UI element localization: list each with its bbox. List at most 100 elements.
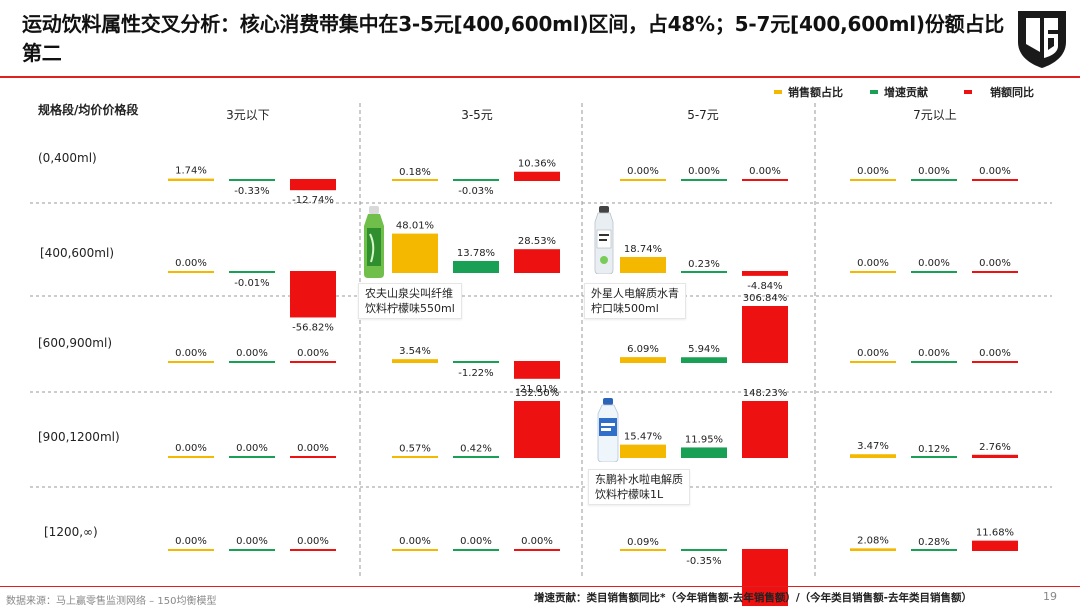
data-label: 0.00% xyxy=(688,166,720,177)
data-bar xyxy=(290,180,336,191)
page-number: 19 xyxy=(1043,590,1057,603)
data-label: 0.00% xyxy=(175,443,207,454)
data-bar xyxy=(742,272,788,276)
bar-baseline xyxy=(681,179,727,181)
column-header: 3-5元 xyxy=(461,108,493,122)
data-label: 0.00% xyxy=(979,348,1011,359)
data-bar xyxy=(290,272,336,318)
column-header: 5-7元 xyxy=(687,108,719,122)
data-label: 1.74% xyxy=(175,166,207,177)
bar-baseline xyxy=(911,179,957,181)
data-label: 0.00% xyxy=(979,166,1011,177)
data-bar xyxy=(514,362,560,379)
bar-baseline xyxy=(453,549,499,551)
data-label: 0.00% xyxy=(236,536,268,547)
data-label: 10.36% xyxy=(518,159,556,170)
data-label: -1.22% xyxy=(458,368,493,379)
callout-dongpeng: 东鹏补水啦电解质 饮料柠檬味1L xyxy=(588,469,690,505)
data-label: 306.84% xyxy=(743,293,788,304)
data-label: 0.09% xyxy=(627,537,659,548)
corner-label: 规格段/均价价格段 xyxy=(38,102,139,117)
data-label: 0.00% xyxy=(175,348,207,359)
title-divider xyxy=(0,76,1080,78)
legend-swatch-green xyxy=(870,90,878,94)
row-label: [600,900ml) xyxy=(38,336,112,350)
bar-baseline xyxy=(911,271,957,273)
dongpeng-bottle-image xyxy=(597,398,619,462)
row-label: [1200,∞) xyxy=(44,525,98,539)
data-label: 0.00% xyxy=(236,443,268,454)
data-bar xyxy=(742,550,788,606)
data-label: 2.76% xyxy=(979,442,1011,453)
data-label: 13.78% xyxy=(457,248,495,259)
data-bar xyxy=(681,357,727,362)
legend-swatch-yellow xyxy=(774,90,782,94)
brand-shield-logo-icon xyxy=(1018,11,1066,68)
data-bar xyxy=(620,357,666,362)
data-label: 3.47% xyxy=(857,441,889,452)
footnote-text: 增速贡献：类目销售额同比*（今年销售额-去年销售额）/（今年类目销售额-去年类目… xyxy=(534,592,973,604)
bar-baseline xyxy=(972,179,1018,181)
data-label: 6.09% xyxy=(627,344,659,355)
data-label: 3.54% xyxy=(399,346,431,357)
bar-baseline xyxy=(911,361,957,363)
data-source-text: 数据来源：马上赢零售监测网络 – 150均衡模型 xyxy=(6,596,217,607)
data-label: 11.68% xyxy=(976,528,1014,539)
data-bar xyxy=(392,233,438,272)
data-bar xyxy=(620,444,666,457)
data-label: 0.00% xyxy=(979,258,1011,269)
bar-baseline xyxy=(229,361,275,363)
data-label: 0.18% xyxy=(399,167,431,178)
bar-baseline xyxy=(290,549,336,551)
data-bar xyxy=(972,454,1018,457)
data-label: 0.00% xyxy=(297,443,329,454)
data-label: -0.01% xyxy=(234,278,269,289)
data-label: 11.95% xyxy=(685,434,723,445)
row-label: (0,400ml) xyxy=(38,151,97,165)
data-label: 0.00% xyxy=(918,166,950,177)
data-label: 0.00% xyxy=(857,166,889,177)
data-label: 2.08% xyxy=(857,535,889,546)
data-label: 0.00% xyxy=(521,536,553,547)
data-bar xyxy=(850,454,896,457)
data-label: 0.00% xyxy=(175,258,207,269)
data-label: 15.47% xyxy=(624,432,662,443)
bar-baseline xyxy=(620,179,666,181)
data-label: 0.23% xyxy=(688,259,720,270)
data-label: 0.00% xyxy=(175,536,207,547)
data-label: 0.28% xyxy=(918,537,950,548)
data-label: 0.42% xyxy=(460,444,492,455)
nongfu-bottle-image xyxy=(364,206,384,278)
data-label: -0.35% xyxy=(686,556,721,567)
data-bar xyxy=(514,249,560,272)
chart-legend: 销售额占比 增速贡献 销额同比 xyxy=(774,84,1044,100)
data-bar xyxy=(620,257,666,272)
column-header: 3元以下 xyxy=(226,108,270,122)
data-label: 0.00% xyxy=(857,348,889,359)
data-bar xyxy=(453,362,499,363)
legend-label: 销售额占比 xyxy=(788,86,843,99)
data-label: 0.00% xyxy=(460,536,492,547)
data-bar xyxy=(514,401,560,457)
data-label: 5.94% xyxy=(688,344,720,355)
bar-baseline xyxy=(290,456,336,458)
row-label: [400,600ml) xyxy=(40,246,114,260)
bar-baseline xyxy=(168,271,214,273)
data-bar xyxy=(392,359,438,362)
bar-baseline xyxy=(290,361,336,363)
data-bar xyxy=(168,178,214,180)
data-label: -0.33% xyxy=(234,186,269,197)
bar-baseline xyxy=(850,179,896,181)
data-label: -21.01% xyxy=(516,384,558,395)
bar-baseline xyxy=(168,361,214,363)
data-label: -12.74% xyxy=(292,195,334,206)
data-label: 0.00% xyxy=(399,536,431,547)
alien-water-bottle-image xyxy=(594,206,614,274)
callout-nongfu: 农夫山泉尖叫纤维 饮料柠檬味550ml xyxy=(358,283,462,319)
data-label: -4.84% xyxy=(747,281,782,292)
data-bar xyxy=(681,447,727,457)
legend-item-yoy: 销额同比 xyxy=(964,84,1034,100)
row-label: [900,1200ml) xyxy=(38,430,120,444)
data-bar xyxy=(972,540,1018,550)
data-label: 0.57% xyxy=(399,444,431,455)
